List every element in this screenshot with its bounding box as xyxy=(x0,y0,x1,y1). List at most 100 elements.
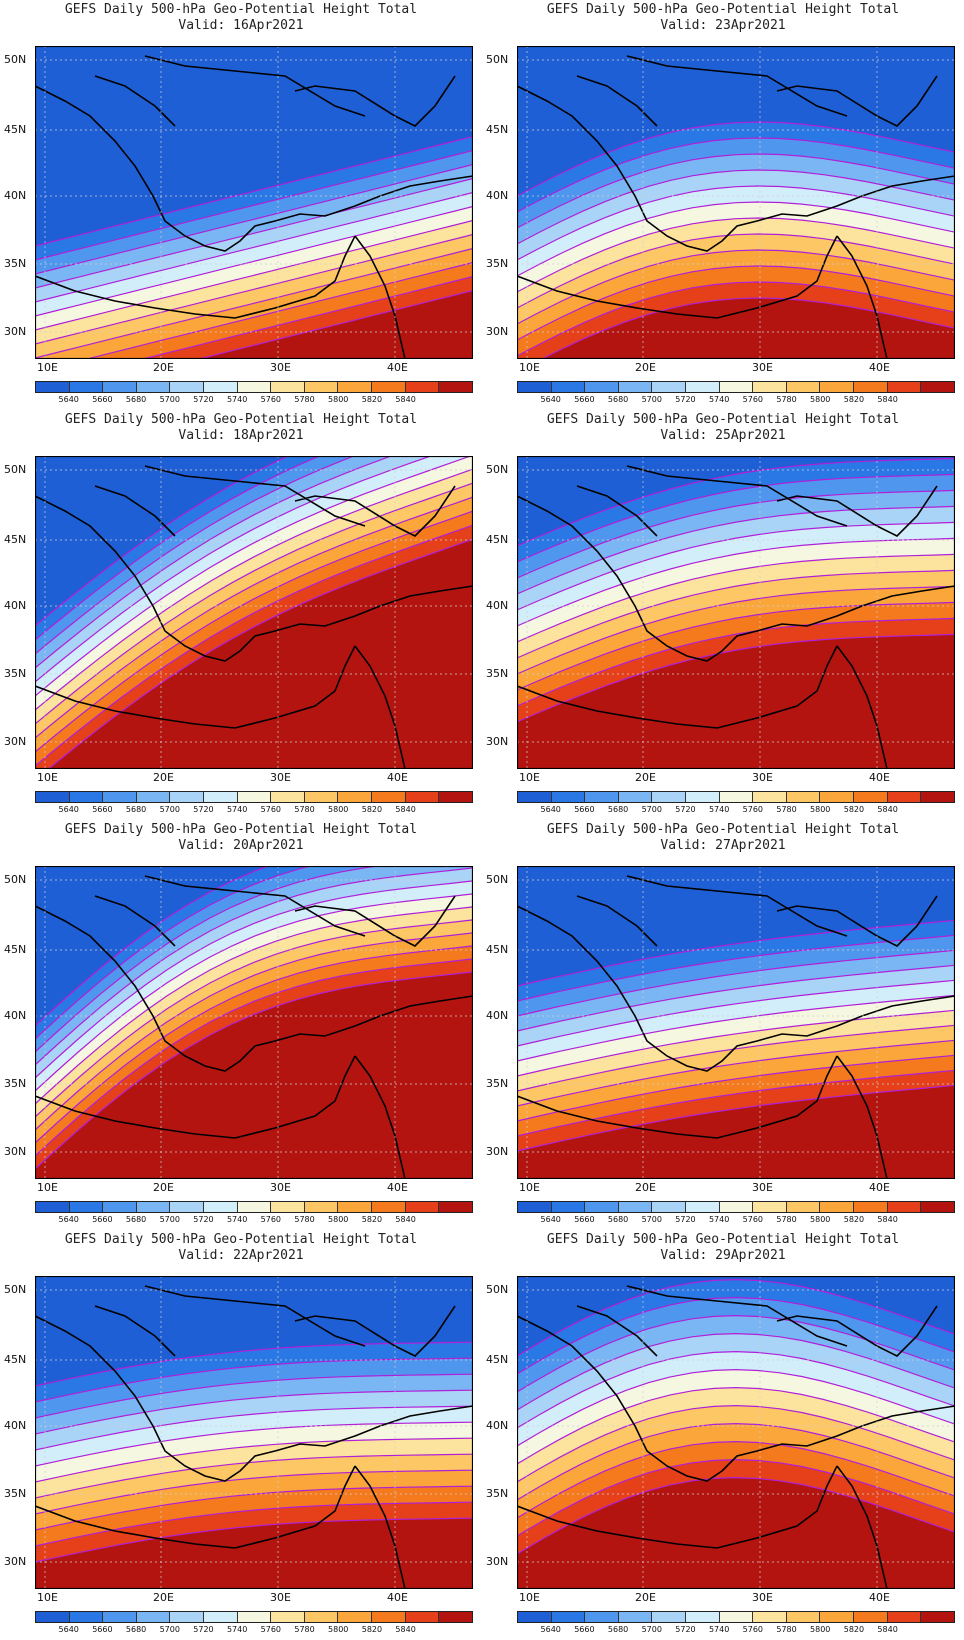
lon-label: 30E xyxy=(752,771,773,784)
contour-line xyxy=(517,1314,955,1393)
colorbar-swatch xyxy=(304,1202,339,1212)
map-panel: GEFS Daily 500-hPa Geo-Potential Height … xyxy=(0,410,482,820)
colorbar-swatch xyxy=(204,792,238,802)
colorbar-swatch xyxy=(136,382,171,392)
contour-line xyxy=(517,265,955,341)
colorbar xyxy=(35,1611,473,1623)
colorbar-swatch xyxy=(36,1202,70,1212)
colorbar xyxy=(517,791,955,803)
contour-line xyxy=(517,1009,955,1077)
colorbar-swatch xyxy=(204,1202,238,1212)
colorbar-swatch xyxy=(271,1202,305,1212)
lat-label: 50N xyxy=(4,463,27,476)
colorbar-swatch xyxy=(69,792,104,802)
colorbar-tick-label: 5680 xyxy=(125,395,147,404)
contour-line xyxy=(35,456,321,641)
colorbar-swatch xyxy=(518,1202,552,1212)
lon-label: 30E xyxy=(752,1181,773,1194)
contour-line xyxy=(35,1389,473,1435)
contour-line xyxy=(517,281,955,357)
contour-line xyxy=(35,893,473,1092)
colorbar-swatch xyxy=(921,1612,954,1622)
colorbar-tick-label: 5660 xyxy=(574,1625,595,1634)
contour-line xyxy=(517,473,955,563)
height-field-map xyxy=(517,456,955,769)
map-frame xyxy=(35,456,473,769)
colorbar-tick-label: 5700 xyxy=(641,395,662,404)
map-frame xyxy=(517,866,955,1179)
colorbar-swatch xyxy=(136,1202,171,1212)
contour-line xyxy=(517,964,955,1032)
lat-label: 40N xyxy=(4,189,27,202)
colorbar-swatch xyxy=(69,1612,104,1622)
colorbar-tick-label: 5660 xyxy=(574,1215,595,1224)
contour-line xyxy=(517,617,955,707)
lon-label: 30E xyxy=(752,1591,773,1604)
contour-line xyxy=(35,1469,473,1515)
lon-label: 10E xyxy=(519,1591,540,1604)
panel-title-line: GEFS Daily 500-hPa Geo-Potential Height … xyxy=(546,1232,900,1247)
colorbar-tick-label: 5740 xyxy=(708,805,730,814)
colorbar-labels: 5640 5660 5680 5700 5720 5740 5760 5780 5800 5820… xyxy=(35,1215,473,1227)
colorbar xyxy=(517,381,955,393)
colorbar-tick-label: 5840 xyxy=(877,395,898,404)
colorbar-swatch xyxy=(372,382,406,392)
contour-line xyxy=(35,1485,473,1531)
lat-label: 35N xyxy=(4,667,27,680)
contour-line xyxy=(35,1421,473,1467)
map-frame xyxy=(35,1276,473,1589)
colorbar-tick-label: 5740 xyxy=(708,1625,730,1634)
colorbar-swatch xyxy=(405,1202,440,1212)
contour-line xyxy=(35,971,473,1170)
contour-line xyxy=(517,121,955,197)
panel-valid-date: Valid: 20Apr2021 xyxy=(178,838,304,853)
colorbar-swatch xyxy=(439,1202,472,1212)
colorbar-tick-label: 5640 xyxy=(540,1215,561,1224)
contour-line xyxy=(35,456,433,683)
lat-label: 50N xyxy=(486,463,509,476)
contour-line xyxy=(35,1341,473,1387)
lat-label: 50N xyxy=(486,1283,509,1296)
colorbar-swatch xyxy=(170,382,205,392)
contour-line xyxy=(517,1422,955,1501)
lat-label: 50N xyxy=(4,873,27,886)
lat-label: 35N xyxy=(486,667,509,680)
height-band xyxy=(48,539,473,769)
colorbar-swatch xyxy=(518,382,552,392)
contour-line xyxy=(35,247,473,359)
colorbar-tick-label: 5680 xyxy=(125,1625,147,1634)
contour-line xyxy=(35,456,393,669)
colorbar-swatch xyxy=(786,1612,821,1622)
lon-label: 20E xyxy=(153,361,174,374)
panel-title: GEFS Daily 500-hPa Geo-Potential Height … xyxy=(0,1232,482,1264)
colorbar-tick-label: 5780 xyxy=(294,805,315,814)
colorbar-swatch xyxy=(686,1612,720,1622)
colorbar-tick-label: 5820 xyxy=(361,395,383,404)
lat-label: 30N xyxy=(486,1145,509,1158)
lat-label: 30N xyxy=(4,325,27,338)
colorbar-swatch xyxy=(271,792,305,802)
contour-line xyxy=(517,949,955,1017)
contour-line xyxy=(517,633,955,723)
lat-label: 50N xyxy=(486,53,509,66)
colorbar-tick-label: 5640 xyxy=(58,395,79,404)
lon-label: 10E xyxy=(519,361,540,374)
lat-label: 40N xyxy=(486,1419,509,1432)
colorbar-swatch xyxy=(854,792,888,802)
colorbar-swatch xyxy=(36,792,70,802)
contour-line xyxy=(35,524,473,767)
colorbar-tick-label: 5840 xyxy=(395,395,416,404)
lon-label: 20E xyxy=(153,1591,174,1604)
colorbar-swatch xyxy=(69,1202,104,1212)
colorbar-swatch xyxy=(271,382,305,392)
colorbar-swatch xyxy=(585,382,619,392)
colorbar-tick-label: 5760 xyxy=(260,805,282,814)
colorbar-swatch xyxy=(820,1202,855,1212)
contour-line xyxy=(517,1350,955,1429)
lat-label: 45N xyxy=(4,943,27,956)
contour-line xyxy=(517,505,955,595)
colorbar-swatch xyxy=(170,1612,205,1622)
colorbar-tick-label: 5720 xyxy=(675,1215,696,1224)
height-field-map xyxy=(35,456,473,769)
map-panel: GEFS Daily 500-hPa Geo-Potential Height … xyxy=(0,1230,482,1640)
